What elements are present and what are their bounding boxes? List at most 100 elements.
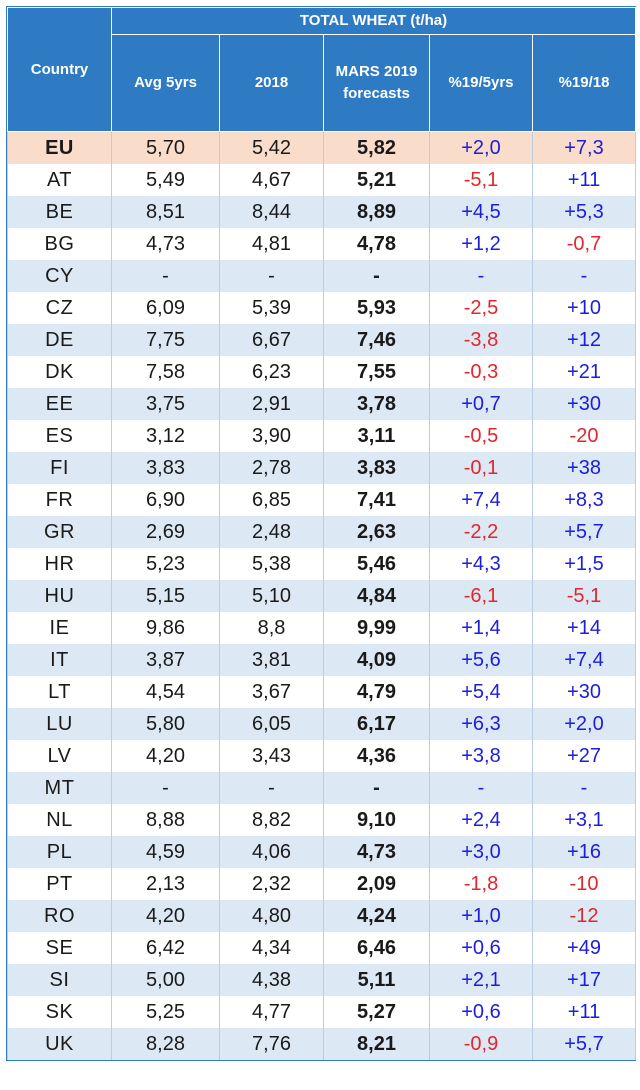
avg-5yrs-cell: 7,58 <box>111 356 220 388</box>
forecast-2019-cell: 9,10 <box>323 804 430 836</box>
country-cell: RO <box>7 900 112 932</box>
header-2018: 2018 <box>219 34 324 132</box>
avg-5yrs-cell: 4,59 <box>111 836 220 868</box>
pct-19-18-cell: +16 <box>532 836 636 868</box>
country-cell: HU <box>7 580 112 612</box>
country-cell: BE <box>7 196 112 228</box>
table-row: AT 5,49 4,67 5,21 -5,1 +11 <box>7 164 636 196</box>
table-row: ES 3,12 3,90 3,11 -0,5 -20 <box>7 420 636 452</box>
yield-2018-cell: 6,05 <box>219 708 324 740</box>
avg-5yrs-cell: - <box>111 772 220 804</box>
avg-5yrs-cell: 5,49 <box>111 164 220 196</box>
avg-5yrs-cell: 9,86 <box>111 612 220 644</box>
table-row: GR 2,69 2,48 2,63 -2,2 +5,7 <box>7 516 636 548</box>
pct-19-18-cell: +11 <box>532 996 636 1028</box>
forecast-2019-cell: 4,79 <box>323 676 430 708</box>
pct-19-18-cell: +12 <box>532 324 636 356</box>
pct-19-18-cell: +11 <box>532 164 636 196</box>
table-row: RO 4,20 4,80 4,24 +1,0 -12 <box>7 900 636 932</box>
country-cell: ES <box>7 420 112 452</box>
country-cell: GR <box>7 516 112 548</box>
table-row: NL 8,88 8,82 9,10 +2,4 +3,1 <box>7 804 636 836</box>
forecast-2019-cell: 4,78 <box>323 228 430 260</box>
table-row: IE 9,86 8,8 9,99 +1,4 +14 <box>7 612 636 644</box>
country-cell: LV <box>7 740 112 772</box>
wheat-yield-table-container: Country TOTAL WHEAT (t/ha) Avg 5yrs 2018… <box>6 6 636 1061</box>
table-row: HU 5,15 5,10 4,84 -6,1 -5,1 <box>7 580 636 612</box>
forecast-2019-cell: 4,09 <box>323 644 430 676</box>
yield-2018-cell: 4,34 <box>219 932 324 964</box>
forecast-2019-cell: - <box>323 772 430 804</box>
forecast-2019-cell: 2,63 <box>323 516 430 548</box>
yield-2018-cell: 3,81 <box>219 644 324 676</box>
avg-5yrs-cell: 3,87 <box>111 644 220 676</box>
forecast-2019-cell: 2,09 <box>323 868 430 900</box>
forecast-2019-cell: 5,11 <box>323 964 430 996</box>
avg-5yrs-cell: 4,54 <box>111 676 220 708</box>
pct-19-5yrs-cell: +1,4 <box>429 612 533 644</box>
country-cell: HR <box>7 548 112 580</box>
table-row: LV 4,20 3,43 4,36 +3,8 +27 <box>7 740 636 772</box>
header-mars-line2: forecasts <box>343 85 410 102</box>
header-total-wheat: TOTAL WHEAT (t/ha) <box>111 7 636 35</box>
pct-19-18-cell: -20 <box>532 420 636 452</box>
table-row: DE 7,75 6,67 7,46 -3,8 +12 <box>7 324 636 356</box>
pct-19-18-cell: +10 <box>532 292 636 324</box>
pct-19-18-cell: +7,4 <box>532 644 636 676</box>
header-mars-line1: MARS 2019 <box>335 63 418 80</box>
table-row: HR 5,23 5,38 5,46 +4,3 +1,5 <box>7 548 636 580</box>
pct-19-5yrs-cell: - <box>429 260 533 292</box>
pct-19-5yrs-cell: +4,3 <box>429 548 533 580</box>
yield-2018-cell: - <box>219 260 324 292</box>
pct-19-18-cell: -0,7 <box>532 228 636 260</box>
pct-19-5yrs-cell: +1,2 <box>429 228 533 260</box>
country-cell: DK <box>7 356 112 388</box>
yield-2018-cell: 2,91 <box>219 388 324 420</box>
pct-19-5yrs-cell: +4,5 <box>429 196 533 228</box>
avg-5yrs-cell: 3,75 <box>111 388 220 420</box>
pct-19-18-cell: +30 <box>532 676 636 708</box>
forecast-2019-cell: 5,21 <box>323 164 430 196</box>
forecast-2019-cell: 8,89 <box>323 196 430 228</box>
pct-19-5yrs-cell: +1,0 <box>429 900 533 932</box>
avg-5yrs-cell: 5,70 <box>111 131 220 164</box>
country-cell: UK <box>7 1028 112 1060</box>
pct-19-5yrs-cell: -1,8 <box>429 868 533 900</box>
header-avg-5yrs: Avg 5yrs <box>111 34 220 132</box>
avg-5yrs-cell: 4,20 <box>111 900 220 932</box>
forecast-2019-cell: 5,82 <box>323 131 430 164</box>
pct-19-18-cell: +5,3 <box>532 196 636 228</box>
avg-5yrs-cell: 5,00 <box>111 964 220 996</box>
yield-2018-cell: 4,67 <box>219 164 324 196</box>
pct-19-5yrs-cell: +0,6 <box>429 996 533 1028</box>
pct-19-18-cell: -12 <box>532 900 636 932</box>
pct-19-5yrs-cell: +3,0 <box>429 836 533 868</box>
table-row: SI 5,00 4,38 5,11 +2,1 +17 <box>7 964 636 996</box>
country-cell: CZ <box>7 292 112 324</box>
avg-5yrs-cell: - <box>111 260 220 292</box>
country-cell: LU <box>7 708 112 740</box>
yield-2018-cell: - <box>219 772 324 804</box>
forecast-2019-cell: 6,46 <box>323 932 430 964</box>
pct-19-18-cell: -5,1 <box>532 580 636 612</box>
forecast-2019-cell: 8,21 <box>323 1028 430 1060</box>
yield-2018-cell: 4,80 <box>219 900 324 932</box>
pct-19-18-cell: +49 <box>532 932 636 964</box>
avg-5yrs-cell: 8,51 <box>111 196 220 228</box>
yield-2018-cell: 5,39 <box>219 292 324 324</box>
pct-19-18-cell: +5,7 <box>532 516 636 548</box>
country-cell: IE <box>7 612 112 644</box>
header-pct-19-18: %19/18 <box>532 34 636 132</box>
country-cell: PL <box>7 836 112 868</box>
yield-2018-cell: 4,06 <box>219 836 324 868</box>
country-cell: SI <box>7 964 112 996</box>
pct-19-5yrs-cell: -0,9 <box>429 1028 533 1060</box>
avg-5yrs-cell: 6,09 <box>111 292 220 324</box>
yield-2018-cell: 8,44 <box>219 196 324 228</box>
avg-5yrs-cell: 3,12 <box>111 420 220 452</box>
table-row: UK 8,28 7,76 8,21 -0,9 +5,7 <box>7 1028 636 1060</box>
table-row: SE 6,42 4,34 6,46 +0,6 +49 <box>7 932 636 964</box>
pct-19-18-cell: +2,0 <box>532 708 636 740</box>
forecast-2019-cell: 5,93 <box>323 292 430 324</box>
forecast-2019-cell: 5,27 <box>323 996 430 1028</box>
